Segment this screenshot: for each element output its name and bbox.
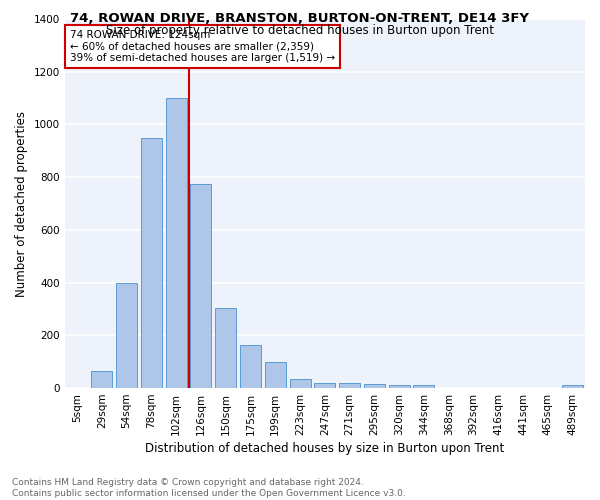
Bar [562,386,583,388]
Bar [116,282,137,388]
Bar [240,344,261,388]
Bar [413,386,434,388]
Bar [314,383,335,388]
Y-axis label: Number of detached properties: Number of detached properties [15,110,28,296]
Bar [290,379,311,388]
Bar [389,385,410,388]
Text: Size of property relative to detached houses in Burton upon Trent: Size of property relative to detached ho… [106,24,494,37]
Text: 74, ROWAN DRIVE, BRANSTON, BURTON-ON-TRENT, DE14 3FY: 74, ROWAN DRIVE, BRANSTON, BURTON-ON-TRE… [71,12,530,26]
X-axis label: Distribution of detached houses by size in Burton upon Trent: Distribution of detached houses by size … [145,442,505,455]
Text: Contains HM Land Registry data © Crown copyright and database right 2024.
Contai: Contains HM Land Registry data © Crown c… [12,478,406,498]
Bar [215,308,236,388]
Text: 74 ROWAN DRIVE: 124sqm
← 60% of detached houses are smaller (2,359)
39% of semi-: 74 ROWAN DRIVE: 124sqm ← 60% of detached… [70,30,335,64]
Bar [91,371,112,388]
Bar [339,384,360,388]
Bar [166,98,187,388]
Bar [265,362,286,388]
Bar [141,138,162,388]
Bar [190,184,211,388]
Bar [364,384,385,388]
